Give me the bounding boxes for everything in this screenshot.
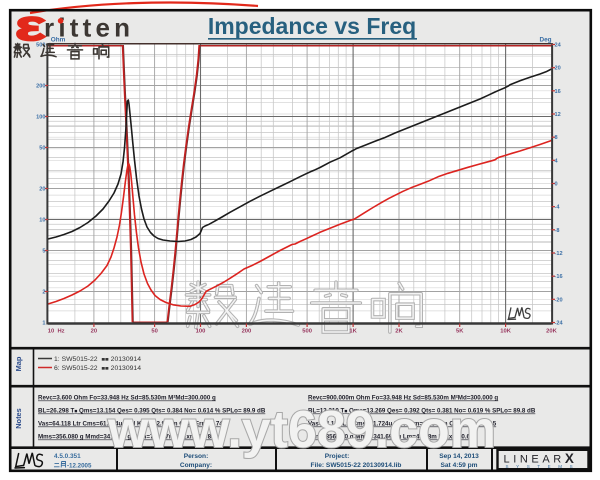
svg-text:Vas=64.118 Ltr Cms=61.724u M/: Vas=64.118 Ltr Cms=61.724u M/N Krm=32.97… — [38, 421, 227, 428]
svg-text:-12: -12 — [555, 251, 563, 257]
svg-text:10K: 10K — [500, 329, 511, 335]
svg-text:File: SW5015-22 20130914.lib: File: SW5015-22 20130914.lib — [311, 462, 402, 469]
svg-text:1: 1 — [42, 321, 45, 327]
svg-text:Ohm: Ohm — [51, 37, 66, 44]
svg-text:Mms=356.080 g Mmd=341.697 g: Mms=356.080 g Mmd=341.697 g Lm=4.238m H … — [308, 434, 477, 441]
svg-text:Vas=64.118 Ltr Cms=61.724u M/: Vas=64.118 Ltr Cms=61.724u M/N Krm=10.35… — [308, 421, 497, 428]
svg-text:Notes: Notes — [14, 408, 23, 429]
svg-text:Sat 4:59 pm: Sat 4:59 pm — [440, 462, 477, 469]
svg-text:50: 50 — [151, 329, 157, 335]
svg-text:200: 200 — [36, 84, 45, 90]
svg-text:Hz: Hz — [57, 329, 64, 335]
svg-text:16: 16 — [555, 89, 561, 95]
svg-text:-24: -24 — [555, 321, 564, 327]
svg-text:2: 2 — [42, 290, 45, 296]
svg-text:ritten: ritten — [44, 13, 134, 43]
svg-text:Person:: Person: — [184, 453, 209, 460]
svg-text:20: 20 — [91, 329, 97, 335]
svg-text:Company:: Company: — [180, 462, 212, 469]
svg-text:100: 100 — [36, 115, 45, 121]
svg-text:1K: 1K — [349, 329, 357, 335]
svg-text:20K: 20K — [546, 329, 557, 335]
svg-text:20: 20 — [555, 66, 561, 72]
svg-text:24: 24 — [555, 43, 562, 49]
svg-text:2K: 2K — [395, 329, 403, 335]
svg-text:-20: -20 — [555, 297, 563, 303]
svg-text:500: 500 — [302, 329, 312, 335]
svg-text:-8: -8 — [555, 228, 560, 234]
svg-text:500: 500 — [36, 43, 45, 49]
svg-text:100: 100 — [196, 329, 206, 335]
svg-text:Deg: Deg — [539, 37, 551, 44]
svg-text:8: 8 — [555, 135, 558, 141]
svg-text:www.yt689.com: www.yt689.com — [107, 401, 496, 459]
svg-text:1: SW5015-22 ■■ 20130914: 1: SW5015-22 ■■ 20130914 — [54, 357, 142, 363]
svg-text:5: 5 — [42, 249, 45, 255]
svg-text:12: 12 — [555, 112, 561, 118]
svg-text:Impedance vs Freq: Impedance vs Freq — [208, 13, 416, 39]
svg-text:4.5.0.351: 4.5.0.351 — [54, 453, 81, 460]
svg-text:0: 0 — [555, 182, 558, 188]
svg-text:6: SW5015-22 ■■ 20130914: 6: SW5015-22 ■■ 20130914 — [54, 366, 142, 372]
svg-text:Revc=900.000m Ohm Fo=33.948 H: Revc=900.000m Ohm Fo=33.948 Hz Sd=85.530… — [308, 395, 498, 402]
svg-text:200: 200 — [242, 329, 252, 335]
svg-text:BL=13.210 T■ Qms=13.269 Qes=: BL=13.210 T■ Qms=13.269 Qes= 0.392 Qts= … — [308, 408, 536, 415]
svg-text:10: 10 — [39, 218, 45, 224]
svg-text:Map: Map — [14, 356, 23, 371]
svg-text:SYSTEMS: SYSTEMS — [506, 464, 581, 469]
svg-text:10: 10 — [48, 329, 54, 335]
svg-text:Mms=356.080 g Mmd=341.697 g: Mms=356.080 g Mmd=341.697 g Kxm=74.407m … — [38, 434, 215, 441]
svg-text:50: 50 — [39, 146, 45, 152]
svg-text:-12.2005: -12.2005 — [67, 462, 92, 469]
svg-text:Revc=3.600 Ohm Fo=33.948 Hz: Revc=3.600 Ohm Fo=33.948 Hz Sd=85.530m M… — [38, 395, 216, 402]
svg-text:-16: -16 — [555, 274, 563, 280]
svg-text:20: 20 — [39, 187, 45, 193]
svg-text:BL=26.298 T■ Qms=13.154 Qes=: BL=26.298 T■ Qms=13.154 Qes= 0.395 Qts= … — [38, 408, 266, 415]
svg-text:-4: -4 — [555, 205, 561, 211]
svg-text:4: 4 — [555, 158, 559, 164]
svg-text:Sep 14, 2013: Sep 14, 2013 — [439, 453, 479, 460]
svg-text:LINEARX: LINEARX — [504, 451, 578, 466]
svg-text:Project:: Project: — [325, 453, 350, 460]
svg-text:5K: 5K — [456, 329, 464, 335]
svg-text:ε: ε — [15, 1, 46, 49]
